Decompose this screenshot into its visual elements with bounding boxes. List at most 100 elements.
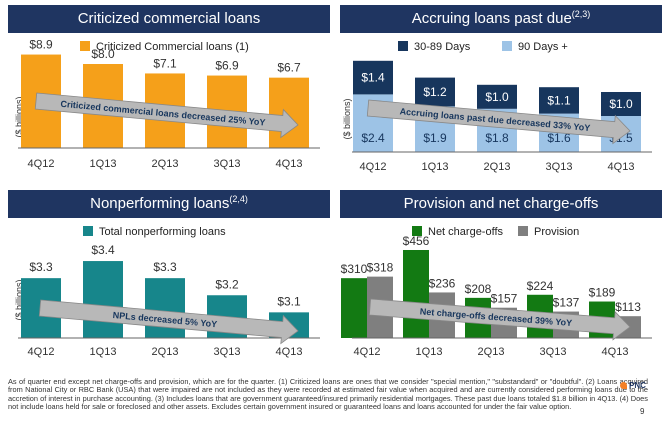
bar-value-label-90-days: $1.6 (547, 131, 571, 145)
panel-title-sup: (2,3) (571, 9, 591, 19)
x-tick-label: 3Q13 (214, 346, 241, 358)
trend-arrow-shape (38, 299, 299, 345)
bar-value-label: $3.4 (91, 243, 115, 257)
bar-segment-30-89-days (477, 84, 517, 109)
bar-value-label: $8.9 (29, 38, 53, 52)
bar-value-label: $3.2 (215, 277, 239, 291)
bar (145, 278, 185, 338)
bar-value-label-provision: $137 (553, 296, 580, 310)
x-tick-label: 2Q13 (152, 346, 179, 358)
legend-label: 30-89 Days (414, 41, 471, 53)
panel-title: Criticized commercial loans (8, 5, 330, 33)
x-tick-label: 4Q13 (602, 346, 629, 358)
bar-value-label-net-charge-offs: $208 (465, 282, 492, 296)
legend-label: Criticized Commercial loans (1) (96, 41, 249, 53)
bar-value-label-net-charge-offs: $189 (589, 286, 616, 300)
legend-label: Net charge-offs (428, 226, 504, 238)
bar (269, 77, 309, 148)
legend-swatch (518, 226, 528, 236)
x-tick-label: 1Q13 (90, 158, 117, 170)
chart-nonperforming-loans: Total nonperforming loans ($ billions) $3.… (14, 226, 320, 358)
legend-label: 90 Days + (518, 41, 568, 53)
panel-title-text: Criticized commercial loans (77, 10, 261, 27)
legend-swatch (412, 226, 422, 236)
trend-arrow-shape (368, 298, 631, 341)
bar-value-label: $8.0 (91, 47, 115, 61)
bar-value-label-provision: $236 (429, 276, 456, 290)
x-tick-label: 4Q12 (28, 158, 55, 170)
legend-swatch (83, 226, 93, 236)
trend-arrow: NPLs decreased 5% YoY (38, 299, 299, 345)
x-tick-label: 4Q13 (276, 158, 303, 170)
bar-value-label-net-charge-offs: $456 (403, 234, 430, 248)
pnc-logo-icon (620, 382, 627, 390)
panel-nonperforming-loans: Nonperforming loans(2,4) Total nonperfor… (8, 190, 330, 370)
x-tick-label: 1Q13 (422, 161, 449, 173)
page-number: 9 (640, 407, 645, 416)
legend-label: Total nonperforming loans (99, 226, 226, 238)
legend-label: Provision (534, 226, 579, 238)
bar-value-label-provision: $113 (615, 300, 641, 314)
bar-value-label-30-89-days: $1.0 (609, 97, 633, 111)
bar-value-label: $7.1 (153, 56, 177, 70)
pnc-logo-text: PNC (629, 381, 646, 390)
bar-value-label-90-days: $1.8 (485, 131, 509, 145)
x-tick-label: 2Q13 (152, 158, 179, 170)
bar-value-label-30-89-days: $1.2 (423, 85, 447, 99)
chart-accruing-loans-past-due: 30-89 Days 90 Days + ($ billions) $2.4 $1.4 $… (342, 41, 652, 173)
bar-net-charge-offs (403, 249, 429, 338)
legend-swatch (80, 41, 90, 51)
bar-value-label-provision: $157 (491, 292, 518, 306)
panel-title-text: Provision and net charge-offs (403, 195, 599, 212)
y-axis-label: ($ billions) (14, 96, 24, 137)
bar-segment-30-89-days (353, 60, 393, 95)
panel-title: Accruing loans past due(2,3) (340, 5, 662, 33)
bar-net-charge-offs (341, 278, 367, 338)
bar-value-label: $3.1 (277, 294, 301, 308)
bar (83, 261, 123, 338)
panel-title: Nonperforming loans(2,4) (8, 190, 330, 218)
bar-value-label-90-days: $2.4 (361, 131, 385, 145)
legend-swatch (502, 41, 512, 51)
panel-title: Provision and net charge-offs (340, 190, 662, 218)
bar-value-label-30-89-days: $1.4 (361, 71, 385, 85)
x-tick-label: 1Q13 (90, 346, 117, 358)
footnote: As of quarter end except net charge-offs… (8, 377, 648, 412)
legend-swatch (398, 41, 408, 51)
x-tick-label: 1Q13 (416, 346, 443, 358)
x-tick-label: 4Q13 (608, 161, 635, 173)
bar-value-label-net-charge-offs: $310 (341, 262, 368, 276)
bar-value-label: $6.9 (215, 59, 239, 73)
bar-value-label-30-89-days: $1.0 (485, 90, 509, 104)
bar-value-label-net-charge-offs: $224 (527, 279, 554, 293)
bar-segment-30-89-days (415, 77, 455, 107)
bar-value-label-90-days: $1.9 (423, 131, 447, 145)
bar-value-label: $6.7 (277, 61, 301, 75)
x-tick-label: 4Q13 (276, 346, 303, 358)
chart-criticized-commercial-loans: Criticized Commercial loans (1) ($ billio… (14, 38, 320, 170)
y-axis-label: ($ billions) (14, 279, 24, 320)
x-tick-label: 2Q13 (484, 161, 511, 173)
bar-value-label: $3.3 (153, 260, 177, 274)
panel-title-sup: (2,4) (229, 194, 248, 204)
trend-arrow-shape (34, 92, 299, 139)
bar-value-label: $3.3 (29, 260, 53, 274)
bar-value-label-30-89-days: $1.1 (547, 93, 571, 107)
panel-title-text: Nonperforming loans (90, 195, 230, 212)
panel-title-text: Accruing loans past due (411, 10, 572, 27)
trend-arrow-shape (366, 99, 631, 145)
x-tick-label: 3Q13 (540, 346, 567, 358)
bar-segment-30-89-days (601, 92, 641, 116)
x-tick-label: 3Q13 (546, 161, 573, 173)
x-tick-label: 3Q13 (214, 158, 241, 170)
pnc-logo: PNC (620, 381, 646, 390)
footnote-text: As of quarter end except net charge-offs… (8, 377, 648, 412)
bar-value-label-provision: $318 (367, 261, 394, 275)
x-tick-label: 2Q13 (478, 346, 505, 358)
x-tick-label: 4Q12 (28, 346, 55, 358)
panel-accruing-loans-past-due: Accruing loans past due(2,3) 30-89 Days 9… (340, 5, 662, 185)
panel-provision-and-net-charge-offs: Provision and net charge-offs Net charge… (340, 190, 662, 370)
y-axis-label: ($ billions) (342, 98, 352, 139)
bar-segment-30-89-days (539, 87, 579, 114)
